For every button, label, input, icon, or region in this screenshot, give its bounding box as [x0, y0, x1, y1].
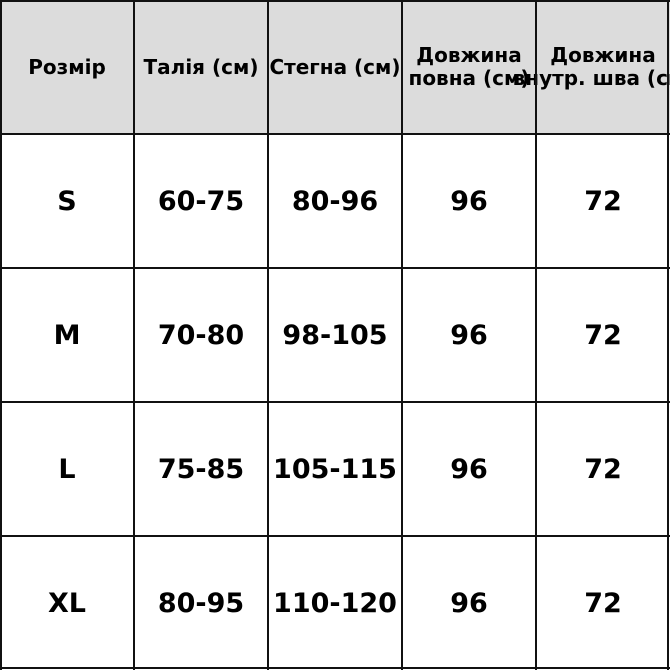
grid-line-horizontal [0, 401, 670, 403]
table-cell: 72 [536, 134, 670, 268]
cell-value: M [53, 319, 81, 351]
cell-value: 70-80 [157, 319, 245, 351]
cell-value: 72 [584, 319, 622, 351]
table-cell: 72 [536, 268, 670, 402]
grid-line-horizontal [0, 535, 670, 537]
table-cell: L [0, 402, 134, 536]
header-cell [0, 0, 134, 134]
header-label-line: Стегна (см) [269, 54, 401, 79]
header-label-wrap: Довжина повна (см) [402, 0, 536, 134]
table-cell: 75-85 [134, 402, 268, 536]
table-cell: 72 [536, 536, 670, 670]
header-label: Талія (см) [143, 54, 259, 79]
header-label-line: внутр. шва (см) [512, 66, 670, 90]
table-cell: 96 [402, 268, 536, 402]
grid-line-vertical [133, 0, 135, 670]
table-cell: M [0, 268, 134, 402]
grid-line-vertical [401, 0, 403, 670]
table-cell: XL [0, 536, 134, 670]
cell-value: L [58, 453, 76, 485]
table-cell: 96 [402, 402, 536, 536]
grid-line-vertical [667, 0, 669, 670]
header-label-line: повна (см) [408, 66, 530, 90]
header-label-line: Довжина [416, 43, 522, 67]
header-label: Стегна (см) [269, 54, 401, 79]
table-cell: 98-105 [268, 268, 402, 402]
header-cell [134, 0, 268, 134]
header-label-line: Талія (см) [143, 54, 259, 79]
grid-line-horizontal [0, 133, 670, 135]
header-cell [536, 0, 670, 134]
cell-value: 96 [450, 453, 488, 485]
grid-line-vertical [267, 0, 269, 670]
header-label: Довжина повна (см) [409, 44, 530, 90]
header-cell [268, 0, 402, 134]
header-label-wrap: Талія (см) [134, 0, 268, 134]
cell-value: 96 [450, 319, 488, 351]
grid-line-vertical [535, 0, 537, 670]
grid-line-vertical [0, 0, 2, 670]
table-cell: 96 [402, 536, 536, 670]
cell-value: S [57, 185, 77, 217]
grid-line-horizontal [0, 267, 670, 269]
header-label: Розмір [28, 54, 106, 79]
cell-value: 60-75 [157, 185, 245, 217]
cell-value: 72 [584, 453, 622, 485]
header-label-wrap: Розмір [0, 0, 134, 134]
table-cell: S [0, 134, 134, 268]
cell-value: XL [47, 587, 87, 619]
table-cell: 70-80 [134, 268, 268, 402]
table-cell: 80-95 [134, 536, 268, 670]
header-cell [402, 0, 536, 134]
grid-line-horizontal [0, 667, 670, 669]
table-cell: 105-115 [268, 402, 402, 536]
cell-value: 96 [450, 587, 488, 619]
table-cell: 72 [536, 402, 670, 536]
grid-line-horizontal [0, 0, 670, 2]
header-label-line: Розмір [28, 54, 106, 79]
table-cell: 60-75 [134, 134, 268, 268]
table-cell: 96 [402, 134, 536, 268]
table-cell: 110-120 [268, 536, 402, 670]
cell-value: 72 [584, 587, 622, 619]
table-cell: 80-96 [268, 134, 402, 268]
header-label-line: Довжина [550, 43, 656, 67]
cell-value: 75-85 [157, 453, 245, 485]
cell-value: 80-95 [157, 587, 245, 619]
cell-value: 110-120 [273, 587, 397, 619]
header-label-wrap: Стегна (см) [268, 0, 402, 134]
cell-value: 72 [584, 185, 622, 217]
cell-value: 96 [450, 185, 488, 217]
cell-value: 80-96 [291, 185, 379, 217]
cell-value: 98-105 [282, 319, 388, 351]
cell-value: 105-115 [273, 453, 397, 485]
